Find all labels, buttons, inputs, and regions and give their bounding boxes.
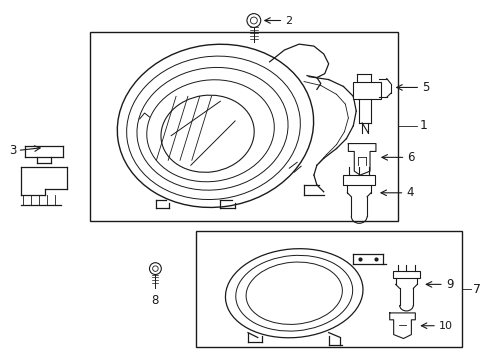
Text: 3: 3 [9,144,16,157]
Text: 7: 7 [472,283,480,296]
Bar [392,271,419,278]
Bar [195,231,461,347]
Text: 1: 1 [418,120,426,132]
Text: 8: 8 [151,294,159,307]
Text: 10: 10 [438,321,452,331]
Text: 4: 4 [406,186,413,199]
Bar [352,82,380,99]
Text: 2: 2 [285,15,292,26]
Text: 9: 9 [445,278,452,291]
Bar [343,175,374,185]
Text: 5: 5 [421,81,429,94]
Bar [90,32,397,221]
Circle shape [149,263,161,275]
Text: 6: 6 [407,151,414,164]
Circle shape [246,14,260,27]
